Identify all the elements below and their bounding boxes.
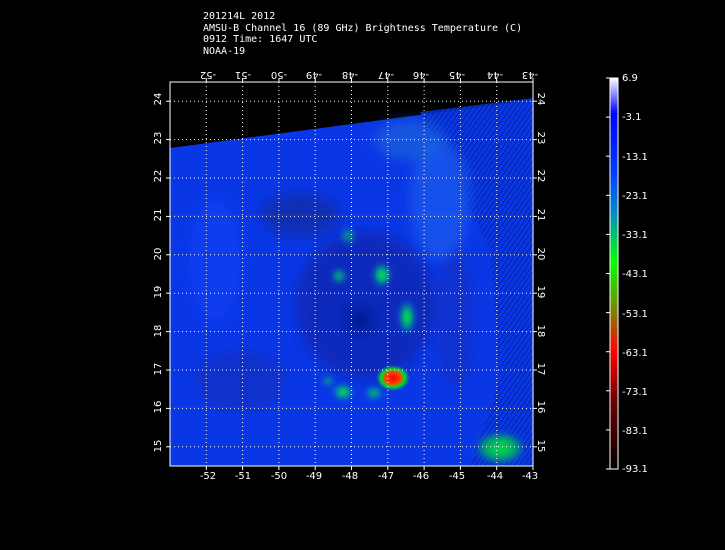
left-lat-label: 24 — [153, 93, 164, 106]
top-longitude-axis: -52 -51 -50 -49 -48 -47 -46 -45 -44 -43 — [200, 69, 538, 80]
bottom-lon-label: -47 — [378, 471, 394, 482]
lat-lon-gridlines — [170, 82, 533, 466]
left-lat-label: 22 — [153, 170, 164, 183]
colorbar-label: -33.1 — [622, 230, 648, 241]
left-lat-label: 17 — [153, 363, 164, 376]
top-lon-label: -52 — [200, 69, 216, 80]
bottom-lon-label: -43 — [522, 471, 538, 482]
title-line-satellite: NOAA-19 — [203, 45, 246, 57]
bottom-lon-label: -48 — [342, 471, 358, 482]
left-lat-label: 23 — [153, 132, 164, 145]
deep-convection-core — [376, 365, 410, 391]
cloud-texture — [190, 120, 475, 410]
top-lon-label: -44 — [487, 69, 503, 80]
top-lon-label: -51 — [235, 69, 251, 80]
left-lat-label: 20 — [153, 248, 164, 261]
swath-edge-hatching — [420, 98, 533, 466]
storm-eye-region — [320, 282, 400, 358]
colorbar-label: 6.9 — [622, 73, 638, 84]
colorbar-label: -53.1 — [622, 309, 648, 320]
title-line-storm: 201214L 2012 — [203, 11, 276, 22]
right-lat-label: 16 — [535, 401, 546, 414]
left-latitude-axis: 24 23 22 21 20 19 18 17 16 15 — [153, 93, 164, 453]
right-lat-label: 21 — [535, 209, 546, 222]
title-line-sensor: AMSU-B Channel 16 (89 GHz) Brightness Te… — [203, 22, 523, 34]
colorbar-label: -13.1 — [622, 152, 648, 163]
bottom-lon-label: -50 — [271, 471, 287, 482]
title-line-time: 0912 Time: 1647 UTC — [203, 34, 318, 45]
brightness-temperature-field — [170, 98, 533, 466]
top-lon-label: -43 — [522, 69, 538, 80]
right-latitude-axis: 24 23 22 21 20 19 18 17 16 15 — [535, 93, 546, 453]
top-lon-label: -47 — [378, 69, 394, 80]
left-lat-label: 15 — [153, 440, 164, 453]
colorbar-label: -73.1 — [622, 387, 648, 398]
bottom-longitude-axis: -52 -51 -50 -49 -48 -47 -46 -45 -44 -43 — [200, 471, 538, 482]
bottom-lon-label: -44 — [487, 471, 503, 482]
axis-ticks — [166, 78, 537, 470]
right-lat-label: 19 — [535, 286, 546, 299]
left-lat-label: 21 — [153, 209, 164, 222]
colorbar-label: -93.1 — [622, 464, 648, 475]
colorbar-ramp — [609, 77, 619, 470]
colorbar-label: -83.1 — [622, 426, 648, 437]
bottom-lon-label: -51 — [235, 471, 251, 482]
bottom-lon-label: -52 — [200, 471, 216, 482]
left-lat-label: 19 — [153, 286, 164, 299]
right-lat-label: 22 — [535, 170, 546, 183]
top-lon-label: -49 — [306, 69, 322, 80]
colorbar-label: -3.1 — [622, 112, 642, 123]
colorbar-label: -23.1 — [622, 191, 648, 202]
colorbar: 6.9 -3.1 -13.1 -23.1 -33.1 -43.1 -53.1 -… — [606, 73, 648, 475]
right-lat-label: 24 — [535, 93, 546, 106]
right-lat-label: 15 — [535, 440, 546, 453]
bottom-lon-label: -49 — [306, 471, 322, 482]
colorbar-ticks — [606, 77, 610, 470]
bottom-lon-label: -45 — [449, 471, 465, 482]
bottom-lon-label: -46 — [413, 471, 429, 482]
top-lon-label: -46 — [413, 69, 429, 80]
right-lat-label: 17 — [535, 363, 546, 376]
right-lat-label: 20 — [535, 248, 546, 261]
top-lon-label: -50 — [271, 69, 287, 80]
colorbar-label: -43.1 — [622, 269, 648, 280]
colorbar-label: -63.1 — [622, 348, 648, 359]
right-lat-label: 23 — [535, 132, 546, 145]
right-lat-label: 18 — [535, 325, 546, 338]
left-lat-label: 16 — [153, 401, 164, 414]
image-title-block: 201214L 2012 AMSU-B Channel 16 (89 GHz) B… — [203, 11, 522, 57]
left-lat-label: 18 — [153, 325, 164, 338]
top-lon-label: -45 — [449, 69, 465, 80]
top-lon-label: -48 — [342, 69, 358, 80]
convective-bands — [322, 226, 528, 466]
